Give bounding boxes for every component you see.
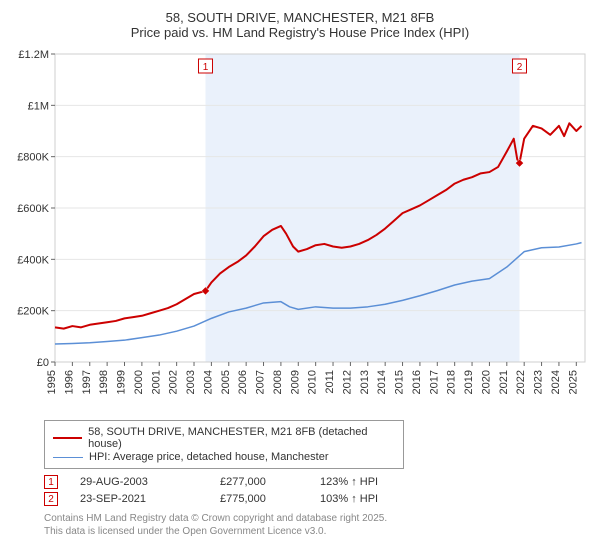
svg-text:£200K: £200K <box>17 306 49 318</box>
chart-container: 58, SOUTH DRIVE, MANCHESTER, M21 8FB Pri… <box>0 0 600 544</box>
svg-text:2012: 2012 <box>341 370 353 394</box>
svg-text:2018: 2018 <box>446 370 458 394</box>
legend: 58, SOUTH DRIVE, MANCHESTER, M21 8FB (de… <box>44 420 404 469</box>
sale-date: 29-AUG-2003 <box>80 476 220 488</box>
legend-swatch <box>53 457 83 458</box>
sale-pct: 103% ↑ HPI <box>320 493 378 505</box>
chart: £0 £200K £400K £600K £800K £1M £1.2M 1995 1996 19… <box>9 48 591 408</box>
svg-text:2019: 2019 <box>463 370 475 394</box>
svg-text:2011: 2011 <box>324 370 336 394</box>
svg-text:2000: 2000 <box>133 370 145 394</box>
svg-text:1998: 1998 <box>98 370 110 394</box>
svg-text:2004: 2004 <box>202 370 214 394</box>
chart-svg: £0 £200K £400K £600K £800K £1M £1.2M 1995 1996 19… <box>9 48 591 408</box>
svg-text:2008: 2008 <box>272 370 284 394</box>
attrib-line1: Contains HM Land Registry data © Crown c… <box>44 512 592 525</box>
svg-text:2010: 2010 <box>307 370 319 394</box>
svg-text:£400K: £400K <box>17 254 49 266</box>
sale-marker: 2 <box>44 492 58 506</box>
svg-text:2020: 2020 <box>480 370 492 394</box>
svg-text:2009: 2009 <box>289 370 301 394</box>
legend-label: 58, SOUTH DRIVE, MANCHESTER, M21 8FB (de… <box>88 426 395 450</box>
svg-text:£1.2M: £1.2M <box>18 49 49 61</box>
sale-pct: 123% ↑ HPI <box>320 476 378 488</box>
svg-text:1995: 1995 <box>46 370 58 394</box>
svg-text:2003: 2003 <box>185 370 197 394</box>
legend-swatch <box>53 437 82 439</box>
svg-text:1999: 1999 <box>116 370 128 394</box>
legend-label: HPI: Average price, detached house, Manc… <box>89 451 329 463</box>
sales-table: 1 29-AUG-2003£277,000123% ↑ HPI 2 23-SEP-20… <box>44 475 592 506</box>
attribution: Contains HM Land Registry data © Crown c… <box>44 512 592 538</box>
sale-row: 1 29-AUG-2003£277,000123% ↑ HPI <box>44 475 592 489</box>
svg-text:2: 2 <box>517 62 523 73</box>
svg-text:2015: 2015 <box>394 370 406 394</box>
titles: 58, SOUTH DRIVE, MANCHESTER, M21 8FB Pri… <box>8 10 592 40</box>
sale-date: 23-SEP-2021 <box>80 493 220 505</box>
sale-price: £277,000 <box>220 476 320 488</box>
svg-text:2022: 2022 <box>515 370 527 394</box>
svg-text:2007: 2007 <box>255 370 267 394</box>
svg-text:2021: 2021 <box>498 370 510 394</box>
svg-text:1: 1 <box>203 62 209 73</box>
svg-text:£600K: £600K <box>17 203 49 215</box>
svg-text:2025: 2025 <box>567 370 579 394</box>
legend-row: HPI: Average price, detached house, Manc… <box>53 451 395 463</box>
svg-text:1997: 1997 <box>81 370 93 394</box>
sale-marker: 1 <box>44 475 58 489</box>
svg-text:2006: 2006 <box>237 370 249 394</box>
svg-text:£1M: £1M <box>28 100 49 112</box>
svg-text:£0: £0 <box>37 357 49 369</box>
svg-text:2017: 2017 <box>428 370 440 394</box>
svg-text:2001: 2001 <box>150 370 162 394</box>
svg-text:2013: 2013 <box>359 370 371 394</box>
subtitle: Price paid vs. HM Land Registry's House … <box>8 25 592 40</box>
address-title: 58, SOUTH DRIVE, MANCHESTER, M21 8FB <box>8 10 592 25</box>
svg-text:2005: 2005 <box>220 370 232 394</box>
attrib-line2: This data is licensed under the Open Gov… <box>44 525 592 538</box>
sale-row: 2 23-SEP-2021£775,000103% ↑ HPI <box>44 492 592 506</box>
svg-text:£800K: £800K <box>17 152 49 164</box>
svg-text:2002: 2002 <box>168 370 180 394</box>
svg-text:2016: 2016 <box>411 370 423 394</box>
svg-text:2014: 2014 <box>376 370 388 394</box>
legend-row: 58, SOUTH DRIVE, MANCHESTER, M21 8FB (de… <box>53 426 395 450</box>
svg-text:2023: 2023 <box>533 370 545 394</box>
sale-price: £775,000 <box>220 493 320 505</box>
svg-text:1996: 1996 <box>63 370 75 394</box>
svg-text:2024: 2024 <box>550 370 562 394</box>
